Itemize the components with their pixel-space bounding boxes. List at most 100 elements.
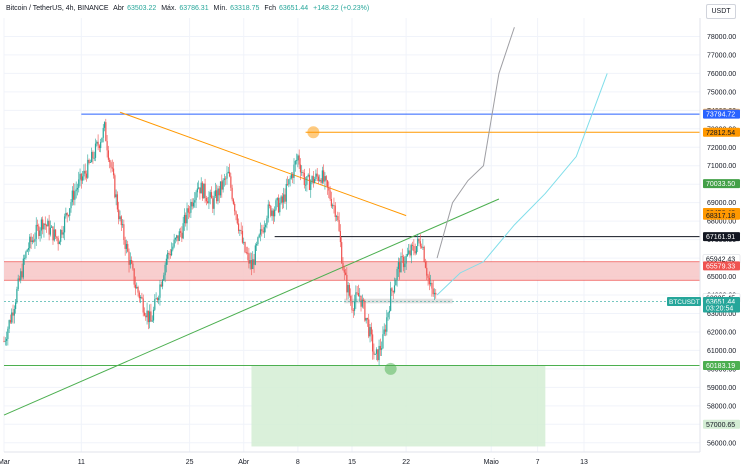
candle-body: [200, 182, 202, 194]
candle-body: [127, 244, 129, 252]
candle-body: [167, 252, 169, 259]
trend-line: [119, 111, 407, 217]
candle-body: [47, 220, 49, 227]
candle-body: [257, 237, 259, 245]
candle-body: [132, 263, 134, 269]
candle-body: [337, 216, 339, 221]
candle-body: [236, 214, 238, 224]
candle-body: [341, 242, 343, 263]
candle-body: [201, 182, 204, 199]
candle-body: [370, 327, 372, 335]
candle-body: [115, 194, 117, 198]
candle-body: [222, 179, 224, 190]
ticker-label-text: BTCUSDT: [669, 299, 700, 306]
candle-body: [343, 269, 345, 273]
candle-body: [427, 275, 429, 278]
candle-body: [314, 179, 316, 184]
candle-body: [243, 242, 245, 243]
candle-body: [383, 329, 385, 335]
candle-body: [433, 292, 436, 295]
candle-body: [208, 197, 210, 204]
candle-body: [164, 264, 166, 276]
candle-body: [311, 176, 313, 182]
candle-body: [125, 244, 128, 249]
candle-body: [346, 274, 348, 293]
candle-body: [316, 173, 318, 177]
candle-body: [11, 312, 13, 323]
candle-body: [140, 296, 142, 299]
candle-body: [249, 260, 251, 264]
candle-body: [363, 299, 365, 302]
price-label-bg: [703, 179, 740, 189]
candle-body: [303, 172, 305, 186]
candle-body: [51, 226, 53, 228]
candle-body: [326, 180, 329, 188]
candle-body: [406, 253, 409, 256]
candle-body: [20, 271, 22, 281]
candle-body: [379, 345, 381, 350]
candle-body: [374, 353, 376, 355]
candle-body: [38, 226, 40, 236]
low-value: 63318.75: [230, 5, 260, 12]
candle-body: [289, 178, 291, 180]
candle-body: [373, 351, 375, 355]
price-label-bg: [703, 232, 740, 242]
candle-body: [301, 171, 303, 173]
candle-body: [267, 204, 269, 219]
marker-circle: [384, 362, 397, 375]
candle-body: [356, 292, 358, 294]
candle-body: [248, 253, 250, 264]
candle-body: [172, 246, 174, 250]
candle-body: [33, 240, 35, 242]
candle-body: [88, 159, 90, 163]
candle-body: [8, 320, 10, 329]
candle-body: [357, 293, 360, 297]
candle-body: [426, 267, 428, 276]
y-tick-label: 76000.00: [707, 71, 736, 78]
open-value: 63503.22: [127, 5, 157, 12]
candle-body: [82, 176, 84, 181]
candle-body: [325, 176, 327, 181]
candle-body: [168, 252, 170, 255]
candle-body: [292, 174, 294, 178]
price-label-bg: [703, 303, 740, 313]
candle-body: [258, 234, 260, 238]
candle-body: [277, 197, 280, 213]
candle-body: [299, 164, 302, 173]
currency-unit-button[interactable]: USDT: [706, 4, 736, 19]
candle-body: [306, 176, 308, 185]
candle-body: [435, 292, 437, 295]
candle-body: [79, 173, 81, 180]
candle-body: [381, 348, 383, 350]
candle-body: [265, 224, 267, 228]
candle-body: [73, 190, 75, 200]
candle-body: [396, 268, 398, 280]
candle-body: [207, 201, 209, 204]
candle-body: [431, 282, 433, 289]
candle-body: [227, 171, 229, 174]
candle-body: [161, 280, 164, 287]
candle-body: [110, 162, 112, 168]
candle-body: [218, 188, 220, 196]
candle-body: [226, 173, 228, 179]
candle-body: [281, 196, 283, 203]
candle-body: [275, 200, 277, 210]
candle-body: [250, 260, 253, 270]
candle-body: [154, 299, 156, 310]
candle-body: [252, 259, 254, 270]
candle-body: [212, 198, 214, 209]
candle-body: [129, 260, 131, 265]
price-label-text: 03:20:54: [706, 305, 733, 312]
candle-body: [375, 349, 378, 354]
candle-body: [15, 302, 17, 310]
candle-body: [12, 312, 14, 316]
candle-body: [230, 176, 232, 188]
candle-body: [45, 224, 48, 227]
candle-body: [244, 242, 246, 253]
y-tick-label: 78000.00: [707, 34, 736, 41]
candle-body: [106, 141, 108, 151]
candle-body: [245, 252, 247, 254]
candle-body: [214, 190, 216, 197]
